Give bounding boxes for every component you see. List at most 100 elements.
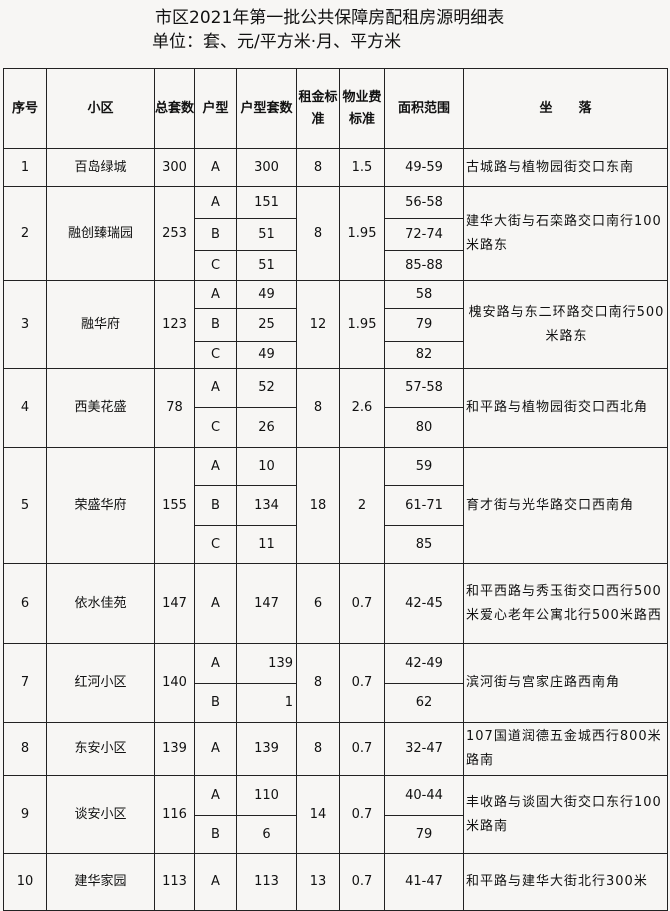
- area-range: 80: [384, 407, 464, 448]
- table-subrow: C 11 85: [4, 525, 668, 564]
- unit-type: A: [194, 368, 237, 408]
- address: 和平路与建华大街北行300米: [463, 853, 668, 911]
- table-row: 3 融华府 123 A 49 12 1.95 58 槐安路与东二环路交口南行500米路东: [3, 280, 668, 369]
- community-name: 依水佳苑: [46, 563, 155, 644]
- total-units: 123: [154, 280, 195, 369]
- table-row: 9 谈安小区 116 A 110 14 0.7 40-44 丰收路与谈固大街交口东行100米路南: [3, 775, 668, 854]
- table-subrow: C 49 82: [4, 341, 668, 369]
- rent-standard: 18: [296, 447, 340, 564]
- table-row: 2 融创臻瑞园 253 A 151 8 1.95 56-58 建华大街与石栾路交口南行100米路…: [3, 186, 668, 281]
- unit-type-count: 49: [236, 341, 297, 369]
- header-rent: 租金标准: [296, 68, 340, 149]
- unit-type: C: [194, 407, 237, 448]
- address: 滨河街与宫家庄路西南角: [463, 643, 668, 723]
- total-units: 113: [154, 853, 195, 911]
- total-units: 78: [154, 368, 195, 448]
- table-subrow: C 26 80: [4, 407, 668, 448]
- unit-type: B: [194, 815, 237, 854]
- unit-type: A: [194, 722, 237, 776]
- property-fee: 1.5: [339, 148, 385, 187]
- header-row: 序号 小区 总套数 户型 户型套数 租金标准 物业费标准 面积范围 坐 落: [3, 68, 668, 149]
- area-range: 85: [384, 525, 464, 564]
- table-subrow: B 1 62: [4, 683, 668, 723]
- area-range: 40-44: [384, 775, 464, 816]
- header-area: 面积范围: [384, 68, 464, 149]
- table-row: 5 荣盛华府 155 A 10 18 2 59 育才街与光华路交口西南角: [3, 447, 668, 564]
- total-units: 155: [154, 447, 195, 564]
- property-fee: 1.95: [339, 186, 385, 281]
- area-range: 62: [384, 683, 464, 723]
- total-units: 147: [154, 563, 195, 644]
- area-range: 72-74: [384, 218, 464, 251]
- unit-type: A: [194, 447, 237, 486]
- community-name: 荣盛华府: [46, 447, 155, 564]
- area-range: 58: [384, 280, 464, 309]
- community-name: 红河小区: [46, 643, 155, 723]
- unit-type: B: [194, 308, 237, 342]
- unit-type-count: 52: [236, 368, 297, 408]
- unit-note: 单位：套、元/平方米·月、平方米: [152, 32, 402, 52]
- unit-type: A: [194, 643, 237, 684]
- area-range: 82: [384, 341, 464, 369]
- unit-type-count: 151: [236, 186, 297, 219]
- total-units: 253: [154, 186, 195, 281]
- unit-type-count: 49: [236, 280, 297, 309]
- unit-type: A: [194, 775, 237, 816]
- area-range: 32-47: [384, 722, 464, 776]
- header-fee: 物业费标准: [339, 68, 385, 149]
- row-number: 5: [3, 447, 47, 564]
- property-fee: 0.7: [339, 563, 385, 644]
- unit-type-count: 147: [236, 563, 297, 644]
- community-name: 建华家园: [46, 853, 155, 911]
- area-range: 79: [384, 308, 464, 342]
- community-name: 融华府: [46, 280, 155, 369]
- property-fee: 2: [339, 447, 385, 564]
- address: 古城路与植物园街交口东南: [463, 148, 668, 187]
- area-range: 49-59: [384, 148, 464, 187]
- rent-standard: 8: [296, 148, 340, 187]
- area-range: 79: [384, 815, 464, 854]
- unit-type: A: [194, 563, 237, 644]
- unit-type-count: 6: [236, 815, 297, 854]
- table-row: 7 红河小区 140 A 139 8 0.7 42-49 滨河街与宫家庄路西南角: [3, 643, 668, 723]
- header-total: 总套数: [154, 68, 195, 149]
- row-number: 4: [3, 368, 47, 448]
- unit-type: B: [194, 683, 237, 723]
- area-range: 61-71: [384, 485, 464, 526]
- area-range: 42-49: [384, 643, 464, 684]
- row-number: 8: [3, 722, 47, 776]
- table-row: 6 依水佳苑 147 A 147 6 0.7 42-45 和平西路与秀玉街交口西行500米爱心老…: [3, 563, 668, 644]
- rent-standard: 12: [296, 280, 340, 369]
- property-fee: 0.7: [339, 853, 385, 911]
- rent-standard: 13: [296, 853, 340, 911]
- unit-type-count: 139: [236, 722, 297, 776]
- unit-type: B: [194, 485, 237, 526]
- unit-type-count: 11: [236, 525, 297, 564]
- address: 和平西路与秀玉街交口西行500米爱心老年公寓北行500米路西: [463, 563, 668, 644]
- total-units: 300: [154, 148, 195, 187]
- unit-type: C: [194, 525, 237, 564]
- header-name: 小区: [46, 68, 155, 149]
- area-range: 85-88: [384, 250, 464, 281]
- address: 107国道润德五金城西行800米路南: [463, 722, 668, 776]
- community-name: 西美花盛: [46, 368, 155, 448]
- table-row: 1 百岛绿城 300 A 300 8 1.5 49-59 古城路与植物园街交口东南: [3, 148, 668, 187]
- rent-standard: 6: [296, 563, 340, 644]
- address: 丰收路与谈固大街交口东行100米路南: [463, 775, 668, 854]
- unit-type-count: 26: [236, 407, 297, 448]
- unit-type-count: 139: [236, 643, 297, 684]
- unit-type: A: [194, 186, 237, 219]
- row-number: 6: [3, 563, 47, 644]
- community-name: 百岛绿城: [46, 148, 155, 187]
- address: 育才街与光华路交口西南角: [463, 447, 668, 564]
- unit-type-count: 51: [236, 250, 297, 281]
- property-fee: 1.95: [339, 280, 385, 369]
- rent-standard: 8: [296, 368, 340, 448]
- address: 槐安路与东二环路交口南行500米路东: [463, 280, 668, 369]
- row-number: 1: [3, 148, 47, 187]
- rent-standard: 8: [296, 722, 340, 776]
- unit-type-count: 134: [236, 485, 297, 526]
- table-row: 10 建华家园 113 A 113 13 0.7 41-47 和平路与建华大街北行300米: [3, 853, 668, 911]
- total-units: 116: [154, 775, 195, 854]
